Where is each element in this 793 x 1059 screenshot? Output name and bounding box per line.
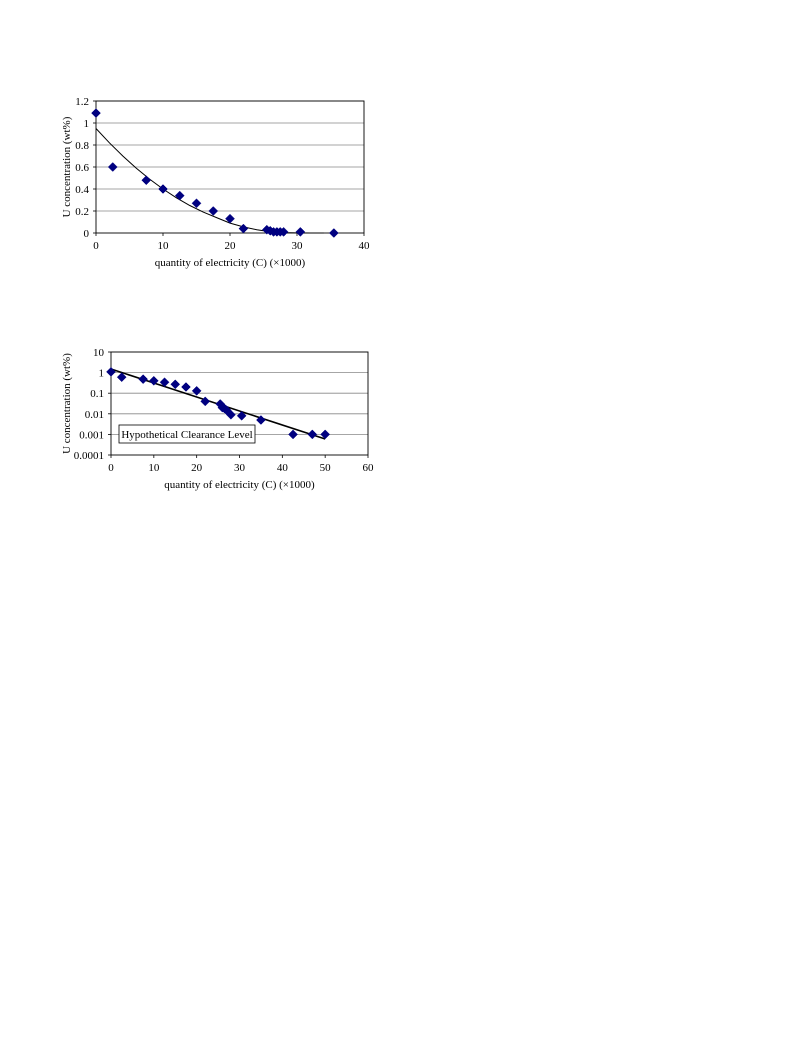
chart-1-y-axis-title: U concentration (wt%): [61, 116, 73, 217]
chart-2-y-tick-label: 0.001: [79, 429, 104, 441]
chart-2-x-tick-label: 10: [148, 462, 160, 474]
chart-2-data-point: [138, 374, 148, 385]
chart-2-data-point: [236, 410, 247, 421]
chart-2-x-tick-label: 30: [234, 462, 246, 474]
chart-1-data-point: [295, 227, 306, 237]
chart-1-data-point: [238, 223, 249, 234]
chart-2-data-point: [256, 415, 266, 425]
chart-1-data-point: [225, 213, 235, 224]
chart-1-x-tick-label: 40: [359, 240, 371, 252]
chart-2-data-point: [181, 382, 191, 392]
chart-2-x-tick-label: 50: [320, 462, 332, 474]
chart-1-data-point: [328, 228, 339, 238]
chart-2-y-tick-label: 10: [93, 347, 105, 359]
chart-2-data-point: [200, 396, 211, 407]
log-scale-chart: 10 1 0.1 0.01 0.001 0.0001 0 10 20 30 40…: [61, 347, 374, 491]
chart-2-y-tick-label: 0.1: [90, 388, 104, 400]
chart-1-y-tick-label: 0: [84, 228, 90, 240]
chart-1-x-tick-label: 0: [93, 240, 99, 252]
chart-2-y-axis-title: U concentration (wt%): [61, 353, 73, 454]
chart-1-trendline: [95, 128, 324, 234]
chart-1-data-point: [158, 184, 168, 194]
chart-2-x-tick-label: 40: [277, 462, 289, 474]
chart-2-y-tick-label: 1: [99, 368, 105, 380]
chart-2-data-point: [170, 379, 181, 390]
chart-1-x-tick-label: 10: [158, 240, 170, 252]
chart-2-data-point: [191, 385, 202, 396]
clearance-level-annotation: Hypothetical Clearance Level: [121, 429, 252, 441]
chart-2-data-point: [116, 372, 127, 383]
chart-2-plot-layer: [108, 351, 369, 458]
chart-1-y-tick-label: 1.2: [75, 96, 89, 108]
clearance-level-annotation-box: [118, 424, 256, 444]
chart-2-data-point: [106, 366, 116, 377]
linear-scale-chart: 1.2 1 0.8 0.6 0.4 0.2 0 0 10 20 30 40 qu…: [61, 96, 370, 269]
chart-2-x-axis-title: quantity of electricity (C) (×1000): [164, 479, 315, 491]
chart-1-data-point: [191, 198, 202, 209]
chart-1-data-point: [141, 175, 152, 186]
chart-1-data-point: [107, 162, 118, 172]
chart-1-x-axis-title: quantity of electricity (C) (×1000): [155, 257, 306, 269]
chart-2-x-tick-label: 0: [108, 462, 114, 474]
chart-2-y-tick-label: 0.01: [85, 409, 104, 421]
chart-2-data-point: [148, 375, 159, 386]
chart-1-y-tick-label: 0.4: [75, 184, 89, 196]
chart-1-x-tick-label: 20: [225, 240, 237, 252]
chart-2-data-point: [288, 429, 298, 440]
chart-1-y-tick-label: 0.8: [75, 140, 89, 152]
chart-1-y-tick-label: 0.2: [75, 206, 89, 218]
chart-1-data-point: [91, 108, 101, 118]
chart-1-data-point: [174, 190, 185, 201]
chart-1-data-point: [278, 227, 289, 237]
chart-2-data-point: [307, 429, 318, 440]
chart-2-x-tick-label: 20: [191, 462, 203, 474]
chart-1-x-tick-label: 30: [292, 240, 304, 252]
chart-1-y-tick-label: 0.6: [75, 162, 89, 174]
chart-1-data-point: [208, 206, 219, 216]
chart-2-y-tick-label: 0.0001: [74, 450, 104, 462]
chart-2-data-point: [159, 377, 170, 388]
chart-1-y-tick-label: 1: [84, 118, 90, 130]
chart-2-data-point: [226, 409, 236, 420]
chart-2-data-point: [320, 429, 331, 440]
chart-2-x-tick-label: 60: [363, 462, 375, 474]
